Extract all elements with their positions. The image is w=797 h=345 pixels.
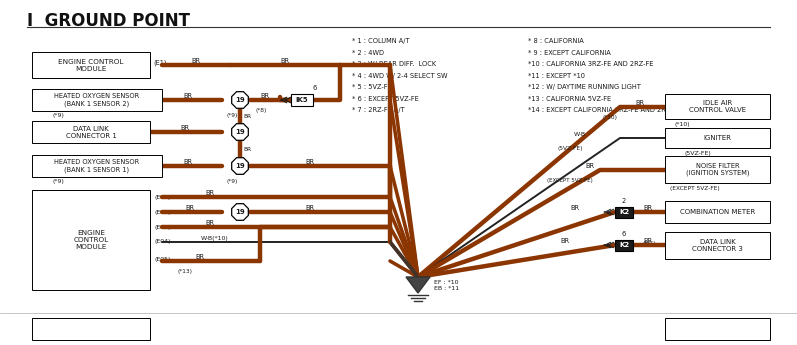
Text: (EXCEPT 5VZ-FE): (EXCEPT 5VZ-FE) xyxy=(670,186,720,191)
Text: DATA LINK
CONNECTOR 1: DATA LINK CONNECTOR 1 xyxy=(65,126,116,138)
Text: I  GROUND POINT: I GROUND POINT xyxy=(27,12,190,30)
Text: * 9 : EXCEPT CALIFORNIA: * 9 : EXCEPT CALIFORNIA xyxy=(528,49,611,56)
Text: (*9): (*9) xyxy=(52,179,64,184)
Text: BR: BR xyxy=(243,147,251,151)
Text: BR: BR xyxy=(281,58,289,64)
FancyBboxPatch shape xyxy=(291,94,313,106)
Text: (E05): (E05) xyxy=(154,257,171,263)
Text: IK5: IK5 xyxy=(296,97,308,103)
Text: DATA LINK
CONNECTOR 3: DATA LINK CONNECTOR 3 xyxy=(692,239,743,252)
Text: 19: 19 xyxy=(235,129,245,135)
Text: (*9): (*9) xyxy=(52,113,64,118)
Text: (SG): (SG) xyxy=(643,241,657,246)
Text: EF : *10: EF : *10 xyxy=(434,280,458,286)
Text: K2: K2 xyxy=(619,209,629,215)
Text: IGNITER: IGNITER xyxy=(704,135,732,141)
Text: K2: K2 xyxy=(619,242,629,248)
Text: IDLE AIR
CONTROL VALVE: IDLE AIR CONTROL VALVE xyxy=(689,100,746,113)
Text: (E03): (E03) xyxy=(154,225,171,229)
Text: (*13): (*13) xyxy=(178,269,193,274)
Text: (E02): (E02) xyxy=(154,209,171,215)
Text: *10 : CALIFORNIA 3RZ-FE AND 2RZ-FE: *10 : CALIFORNIA 3RZ-FE AND 2RZ-FE xyxy=(528,61,654,67)
FancyBboxPatch shape xyxy=(665,201,770,223)
Text: * 7 : 2RZ-FE A/T: * 7 : 2RZ-FE A/T xyxy=(352,107,405,113)
Text: BR: BR xyxy=(186,205,194,211)
Text: BR: BR xyxy=(643,205,653,211)
Text: COMBINATION METER: COMBINATION METER xyxy=(680,209,755,215)
Text: * 3 : W/ REAR DIFF.  LOCK: * 3 : W/ REAR DIFF. LOCK xyxy=(352,61,436,67)
Polygon shape xyxy=(232,124,249,140)
Text: (*10): (*10) xyxy=(603,115,618,120)
Text: (*9): (*9) xyxy=(226,113,238,118)
Text: 19: 19 xyxy=(235,209,245,215)
FancyBboxPatch shape xyxy=(665,156,770,183)
Text: 19: 19 xyxy=(235,163,245,169)
Text: *13 : CALIFORNIA 5VZ-FE: *13 : CALIFORNIA 5VZ-FE xyxy=(528,96,611,101)
FancyBboxPatch shape xyxy=(615,207,633,217)
FancyBboxPatch shape xyxy=(32,89,162,111)
Text: (E04): (E04) xyxy=(154,239,171,245)
Text: BR: BR xyxy=(191,58,201,64)
Text: 19: 19 xyxy=(235,97,245,103)
Text: EB : *11: EB : *11 xyxy=(434,286,459,292)
FancyBboxPatch shape xyxy=(32,121,150,143)
FancyBboxPatch shape xyxy=(615,239,633,250)
Text: BR: BR xyxy=(571,205,579,211)
Text: BR: BR xyxy=(560,238,570,244)
Text: W-B: W-B xyxy=(574,132,586,137)
Text: (E1): (E1) xyxy=(153,60,167,66)
Text: * 6 : EXCEPT 5VZ-FE: * 6 : EXCEPT 5VZ-FE xyxy=(352,96,418,101)
Text: BR: BR xyxy=(261,93,269,99)
Text: * 4 : 4WD W/ 2-4 SELECT SW: * 4 : 4WD W/ 2-4 SELECT SW xyxy=(352,72,447,79)
Text: (*9): (*9) xyxy=(226,179,238,184)
Text: *11 : EXCEPT *10: *11 : EXCEPT *10 xyxy=(528,72,585,79)
Polygon shape xyxy=(232,204,249,220)
Text: * 1 : COLUMN A/T: * 1 : COLUMN A/T xyxy=(352,38,410,44)
Text: BR: BR xyxy=(305,205,315,211)
Text: ENGINE
CONTROL
MODULE: ENGINE CONTROL MODULE xyxy=(73,230,108,250)
Text: BR: BR xyxy=(635,100,645,106)
Text: BR: BR xyxy=(643,238,653,244)
Text: (5VZ-FE): (5VZ-FE) xyxy=(557,146,583,151)
Text: (*10): (*10) xyxy=(675,122,691,127)
Text: BR: BR xyxy=(243,114,251,118)
FancyBboxPatch shape xyxy=(32,155,162,177)
Text: BR: BR xyxy=(195,254,205,260)
Text: *14 : EXCEPT CALIFORNIA 3RZ-FE AND 2RZ-FE: *14 : EXCEPT CALIFORNIA 3RZ-FE AND 2RZ-F… xyxy=(528,107,681,113)
Text: * 8 : CALIFORNIA: * 8 : CALIFORNIA xyxy=(528,38,583,44)
Text: NOISE FILTER
(IGNITION SYSTEM): NOISE FILTER (IGNITION SYSTEM) xyxy=(685,163,749,176)
Text: 6: 6 xyxy=(313,85,317,91)
Text: 2: 2 xyxy=(622,197,626,204)
Text: *12 : W/ DAYTIME RUNNING LIGHT: *12 : W/ DAYTIME RUNNING LIGHT xyxy=(528,84,641,90)
Text: HEATED OXYGEN SENSOR
(BANK 1 SENSOR 1): HEATED OXYGEN SENSOR (BANK 1 SENSOR 1) xyxy=(54,159,139,173)
Text: BR: BR xyxy=(183,159,193,165)
FancyBboxPatch shape xyxy=(665,94,770,119)
Text: 6: 6 xyxy=(622,230,626,237)
Text: BR: BR xyxy=(305,159,315,165)
Text: HEATED OXYGEN SENSOR
(BANK 1 SENSOR 2): HEATED OXYGEN SENSOR (BANK 1 SENSOR 2) xyxy=(54,93,139,107)
Text: (5VZ-FE): (5VZ-FE) xyxy=(685,151,712,156)
Text: ENGINE CONTROL
MODULE: ENGINE CONTROL MODULE xyxy=(58,59,124,71)
Text: (E01): (E01) xyxy=(154,195,171,199)
Polygon shape xyxy=(232,158,249,174)
Text: BR: BR xyxy=(206,220,214,226)
FancyBboxPatch shape xyxy=(32,190,150,290)
Polygon shape xyxy=(232,92,249,108)
Text: BR: BR xyxy=(586,163,595,169)
Text: BR: BR xyxy=(183,93,193,99)
Text: W-B(*10): W-B(*10) xyxy=(201,236,229,241)
Text: BR: BR xyxy=(206,190,214,196)
Text: * 5 : 5VZ-FE: * 5 : 5VZ-FE xyxy=(352,84,391,90)
FancyBboxPatch shape xyxy=(665,128,770,148)
Polygon shape xyxy=(406,277,430,293)
FancyBboxPatch shape xyxy=(32,52,150,78)
FancyBboxPatch shape xyxy=(665,318,770,340)
FancyBboxPatch shape xyxy=(32,318,150,340)
Text: (*8): (*8) xyxy=(255,108,267,113)
FancyBboxPatch shape xyxy=(665,232,770,259)
Text: * 2 : 4WD: * 2 : 4WD xyxy=(352,49,384,56)
Text: BR: BR xyxy=(180,125,190,131)
Text: (EXCEPT 5VZ-FE): (EXCEPT 5VZ-FE) xyxy=(547,178,593,183)
